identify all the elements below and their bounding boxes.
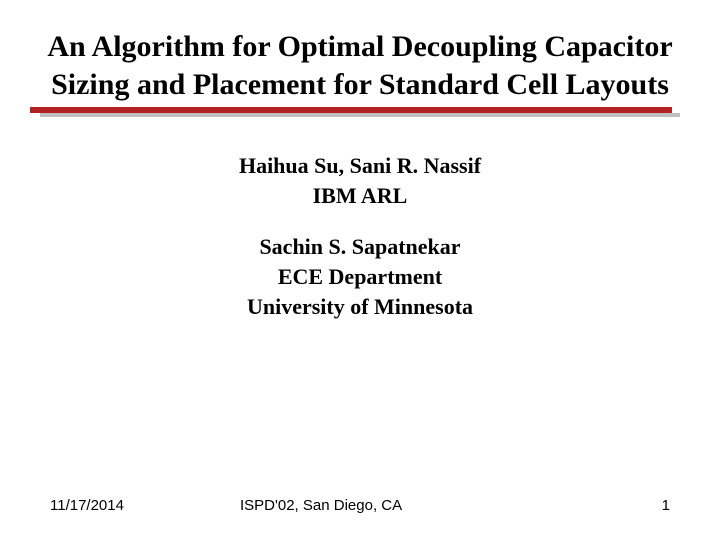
authors-line-3: Sachin S. Sapatnekar <box>40 232 680 262</box>
authors-line-5: University of Minnesota <box>40 292 680 322</box>
authors-line-1: Haihua Su, Sani R. Nassif <box>40 151 680 181</box>
authors-gap <box>40 210 680 232</box>
slide-title: An Algorithm for Optimal Decoupling Capa… <box>40 28 680 103</box>
authors-line-2: IBM ARL <box>40 181 680 211</box>
footer-date: 11/17/2014 <box>50 497 240 514</box>
footer-page: 1 <box>610 497 670 514</box>
footer-venue: ISPD'02, San Diego, CA <box>240 497 610 514</box>
authors-block: Haihua Su, Sani R. Nassif IBM ARL Sachin… <box>40 151 680 321</box>
slide-container: An Algorithm for Optimal Decoupling Capa… <box>0 0 720 540</box>
authors-line-4: ECE Department <box>40 262 680 292</box>
footer: 11/17/2014 ISPD'02, San Diego, CA 1 <box>0 497 720 514</box>
title-rule-shadow <box>40 113 680 117</box>
title-rule <box>40 107 700 119</box>
